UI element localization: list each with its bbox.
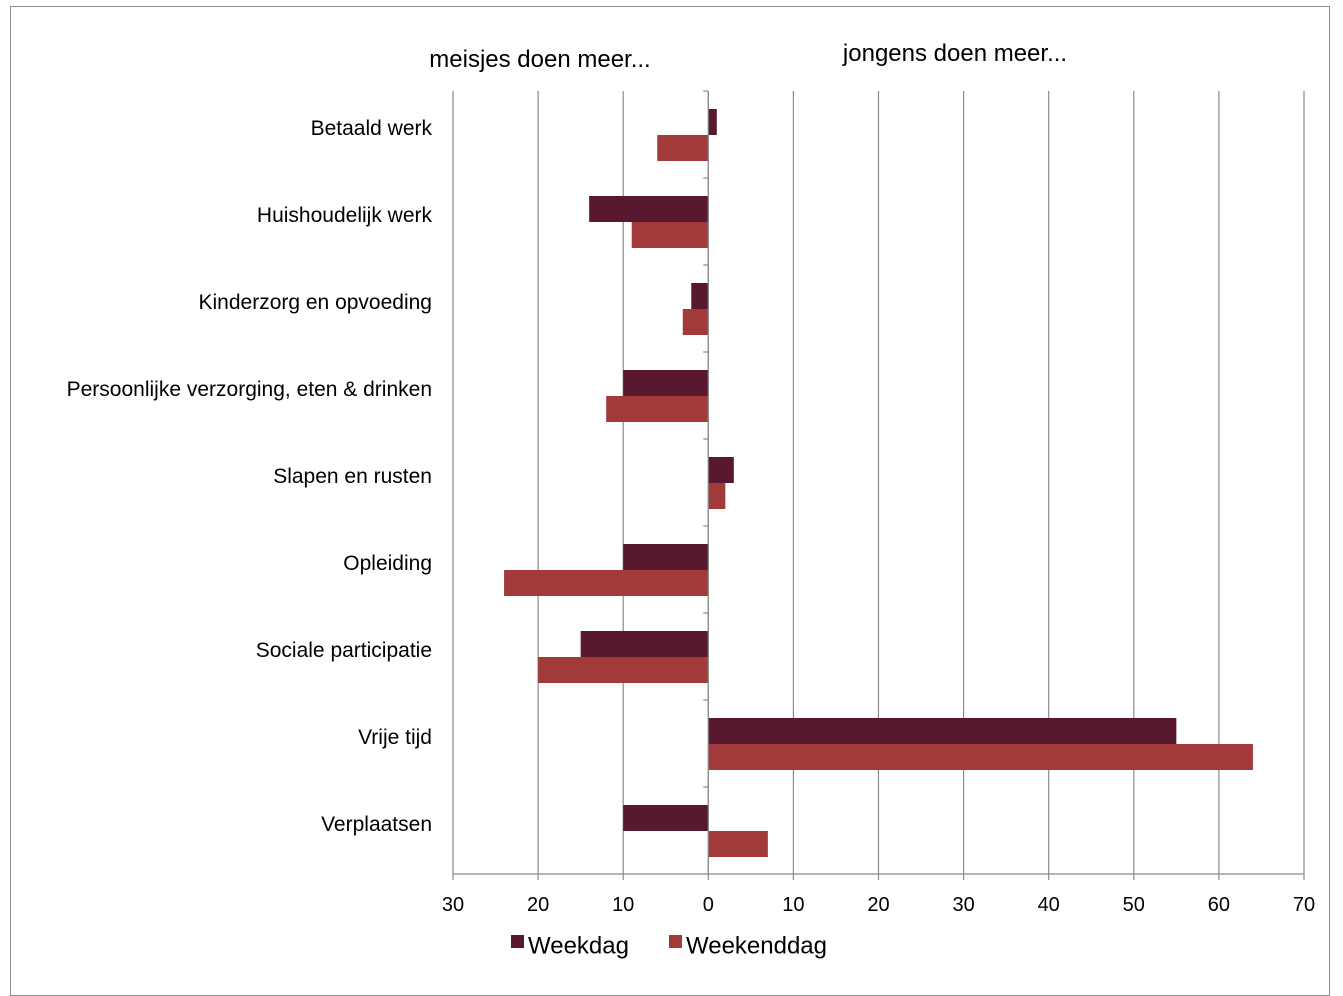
annotation-right: jongens doen meer... xyxy=(842,40,1067,67)
bar-weekenddag xyxy=(631,222,709,248)
bar-chart: Betaald werk Huishoudelijk werk Kinderzorg… xyxy=(67,40,1316,959)
bar-weekdag xyxy=(623,370,709,396)
x-tick-label: 0 xyxy=(703,894,714,916)
legend-swatch-weekenddag xyxy=(669,935,682,948)
category-label: Huishoudelijk werk xyxy=(257,204,433,227)
annotation-left: meisjes doen meer... xyxy=(429,46,650,73)
axes xyxy=(452,90,1305,880)
x-tick-label: 60 xyxy=(1208,894,1230,916)
bar-weekdag xyxy=(691,283,709,309)
x-tick-label: 20 xyxy=(867,894,889,916)
bar-weekenddag xyxy=(708,483,726,509)
bar-weekenddag xyxy=(657,135,709,161)
category-label: Kinderzorg en opvoeding xyxy=(198,291,432,314)
category-label: Vrije tijd xyxy=(358,726,432,749)
category-label: Sociale participatie xyxy=(256,639,432,662)
category-label: Verplaatsen xyxy=(321,813,432,836)
x-tick-label: 10 xyxy=(782,894,804,916)
bar-weekenddag xyxy=(708,744,1253,770)
bar-weekdag xyxy=(708,457,734,483)
x-tick-label: 40 xyxy=(1038,894,1060,916)
bar-weekenddag xyxy=(538,657,709,683)
x-tick-label: 20 xyxy=(527,894,549,916)
bar-weekdag xyxy=(589,196,709,222)
x-tick-label: 70 xyxy=(1293,894,1315,916)
bar-weekenddag xyxy=(504,570,709,596)
x-tick-labels: 30 20 10 0 10 20 30 40 50 60 70 xyxy=(442,894,1315,916)
bar-weekdag xyxy=(623,805,709,831)
x-tick-label: 30 xyxy=(952,894,974,916)
bars xyxy=(504,109,1253,857)
x-tick-label: 50 xyxy=(1123,894,1145,916)
bar-weekenddag xyxy=(682,309,709,335)
chart-frame: Betaald werk Huishoudelijk werk Kinderzorg… xyxy=(10,6,1330,996)
bar-weekenddag xyxy=(606,396,709,422)
category-label: Opleiding xyxy=(343,552,432,575)
bar-weekdag xyxy=(708,109,717,135)
legend-swatch-weekdag xyxy=(511,935,524,948)
legend: Weekdag Weekenddag xyxy=(511,932,827,959)
legend-label-weekdag: Weekdag xyxy=(528,932,629,959)
x-tick-label: 10 xyxy=(612,894,634,916)
bar-weekenddag xyxy=(708,831,768,857)
category-label: Slapen en rusten xyxy=(273,465,432,488)
x-tick-label: 30 xyxy=(442,894,464,916)
category-labels: Betaald werk Huishoudelijk werk Kinderzorg… xyxy=(67,117,433,836)
bar-weekdag xyxy=(623,544,709,570)
bar-weekdag xyxy=(708,718,1177,744)
category-label: Persoonlijke verzorging, eten & drinken xyxy=(67,378,432,401)
legend-label-weekenddag: Weekenddag xyxy=(686,932,827,959)
bar-weekdag xyxy=(580,631,709,657)
category-label: Betaald werk xyxy=(311,117,433,140)
